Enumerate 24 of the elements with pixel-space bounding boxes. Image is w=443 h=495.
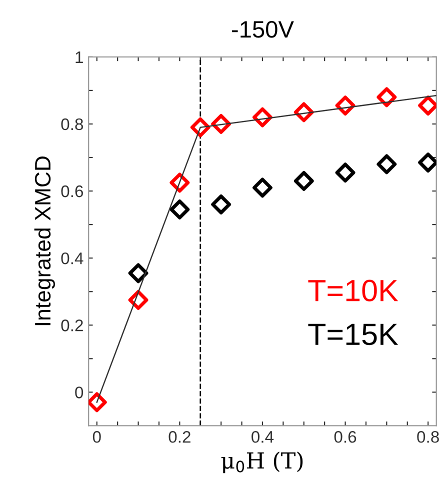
point <box>335 162 356 183</box>
chart-title: -150V <box>232 20 294 38</box>
x-axis-title: μ$_{0}$H (T) <box>221 452 303 474</box>
y-tick-label: 0.4 <box>61 252 84 264</box>
y-tick-label: 0.8 <box>61 118 84 130</box>
y-tick-label: 1 <box>76 52 83 63</box>
text: T=10K <box>308 280 398 302</box>
point <box>252 178 272 198</box>
x-tick-label: 0 <box>92 431 101 443</box>
y-tick-label: 0.6 <box>61 185 84 198</box>
point <box>376 87 397 108</box>
x-tick-label: 0.8 <box>417 431 439 443</box>
text: T=15K <box>308 324 398 346</box>
point <box>376 154 397 174</box>
y-tick-label: 0 <box>75 386 84 398</box>
point <box>128 263 148 284</box>
y-tick-label: 0.2 <box>61 320 83 332</box>
point <box>211 194 232 214</box>
x-tick-label: 0.2 <box>168 431 190 443</box>
y-axis-title: Integrated XMCD <box>34 156 56 326</box>
x-tick-label: 0.4 <box>252 431 274 443</box>
point <box>170 200 190 220</box>
x-tick-label: 0.6 <box>334 431 356 443</box>
point <box>294 171 314 191</box>
